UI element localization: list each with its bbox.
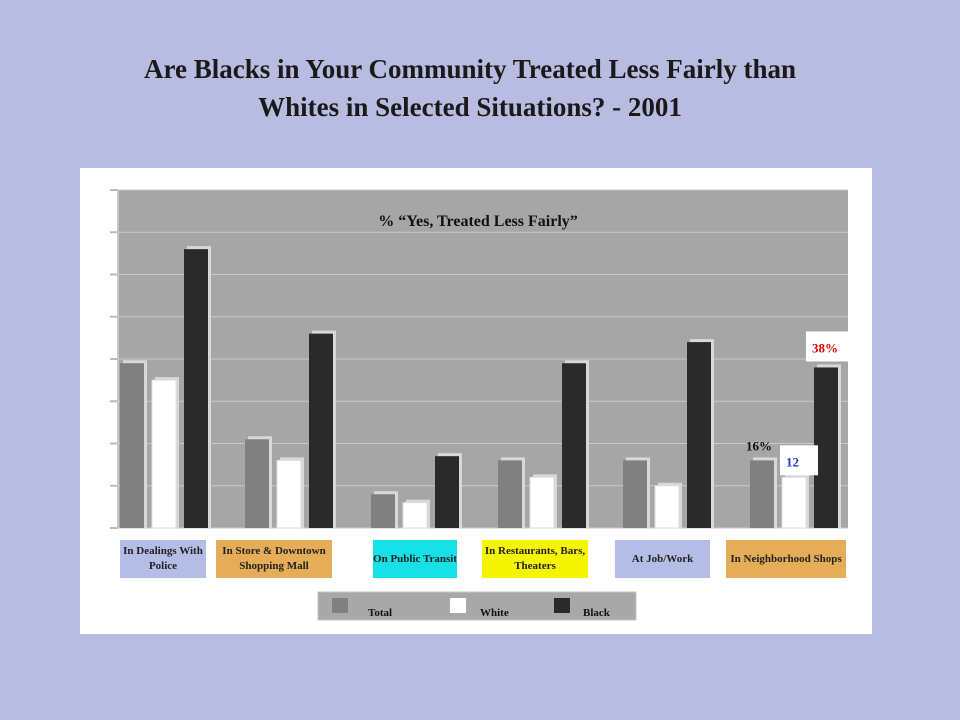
bar-chart: 16% 12 38% % “Yes, Treated Less Fairly” To… [110, 189, 854, 621]
bar-black [562, 363, 586, 528]
bar-white [402, 502, 428, 529]
category-label: On Public Transit [373, 540, 457, 578]
legend-swatch-black [554, 598, 570, 613]
legend-swatch-white [450, 598, 466, 613]
page-title: Are Blacks in Your Community Treated Les… [40, 50, 900, 126]
bar-white [654, 485, 680, 529]
legend-label-white: White [480, 607, 509, 619]
category-label: In Store & Downtown Shopping Mall [216, 540, 332, 578]
bar-white [781, 476, 807, 529]
category-label: In Neighborhood Shops [726, 540, 846, 578]
bar-total [750, 460, 774, 528]
bar-total [498, 460, 522, 528]
legend-swatch-total [332, 598, 348, 613]
category-label: At Job/Work [615, 540, 710, 578]
bar-total [245, 439, 269, 528]
chart-title: % “Yes, Treated Less Fairly” [378, 213, 578, 230]
data-label-black-box [806, 331, 854, 362]
bar-white [529, 476, 555, 529]
bar-black [435, 456, 459, 528]
bar-black [184, 249, 208, 528]
legend-label-black: Black [583, 607, 611, 619]
title-line-2: Whites in Selected Situations? - 2001 [258, 92, 682, 122]
bar-black [309, 333, 333, 528]
bar-total [623, 460, 647, 528]
category-label: In Restaurants, Bars, Theaters [482, 540, 588, 578]
legend: Total White Black [317, 591, 637, 621]
legend-label-total: Total [368, 607, 392, 619]
bar-total [120, 363, 144, 528]
data-label-black: 38% [812, 340, 838, 355]
data-label-total: 16% [746, 438, 772, 453]
data-label-white: 12 [786, 454, 799, 469]
bar-white [151, 379, 177, 529]
bar-white [276, 459, 302, 529]
category-label: In Dealings With Police [120, 540, 206, 578]
data-label-white-box [780, 445, 818, 476]
bar-black [687, 342, 711, 528]
legend-box [317, 591, 637, 621]
chart-panel: 16% 12 38% % “Yes, Treated Less Fairly” To… [80, 168, 872, 634]
title-line-1: Are Blacks in Your Community Treated Les… [143, 54, 797, 84]
bar-total [371, 494, 395, 528]
